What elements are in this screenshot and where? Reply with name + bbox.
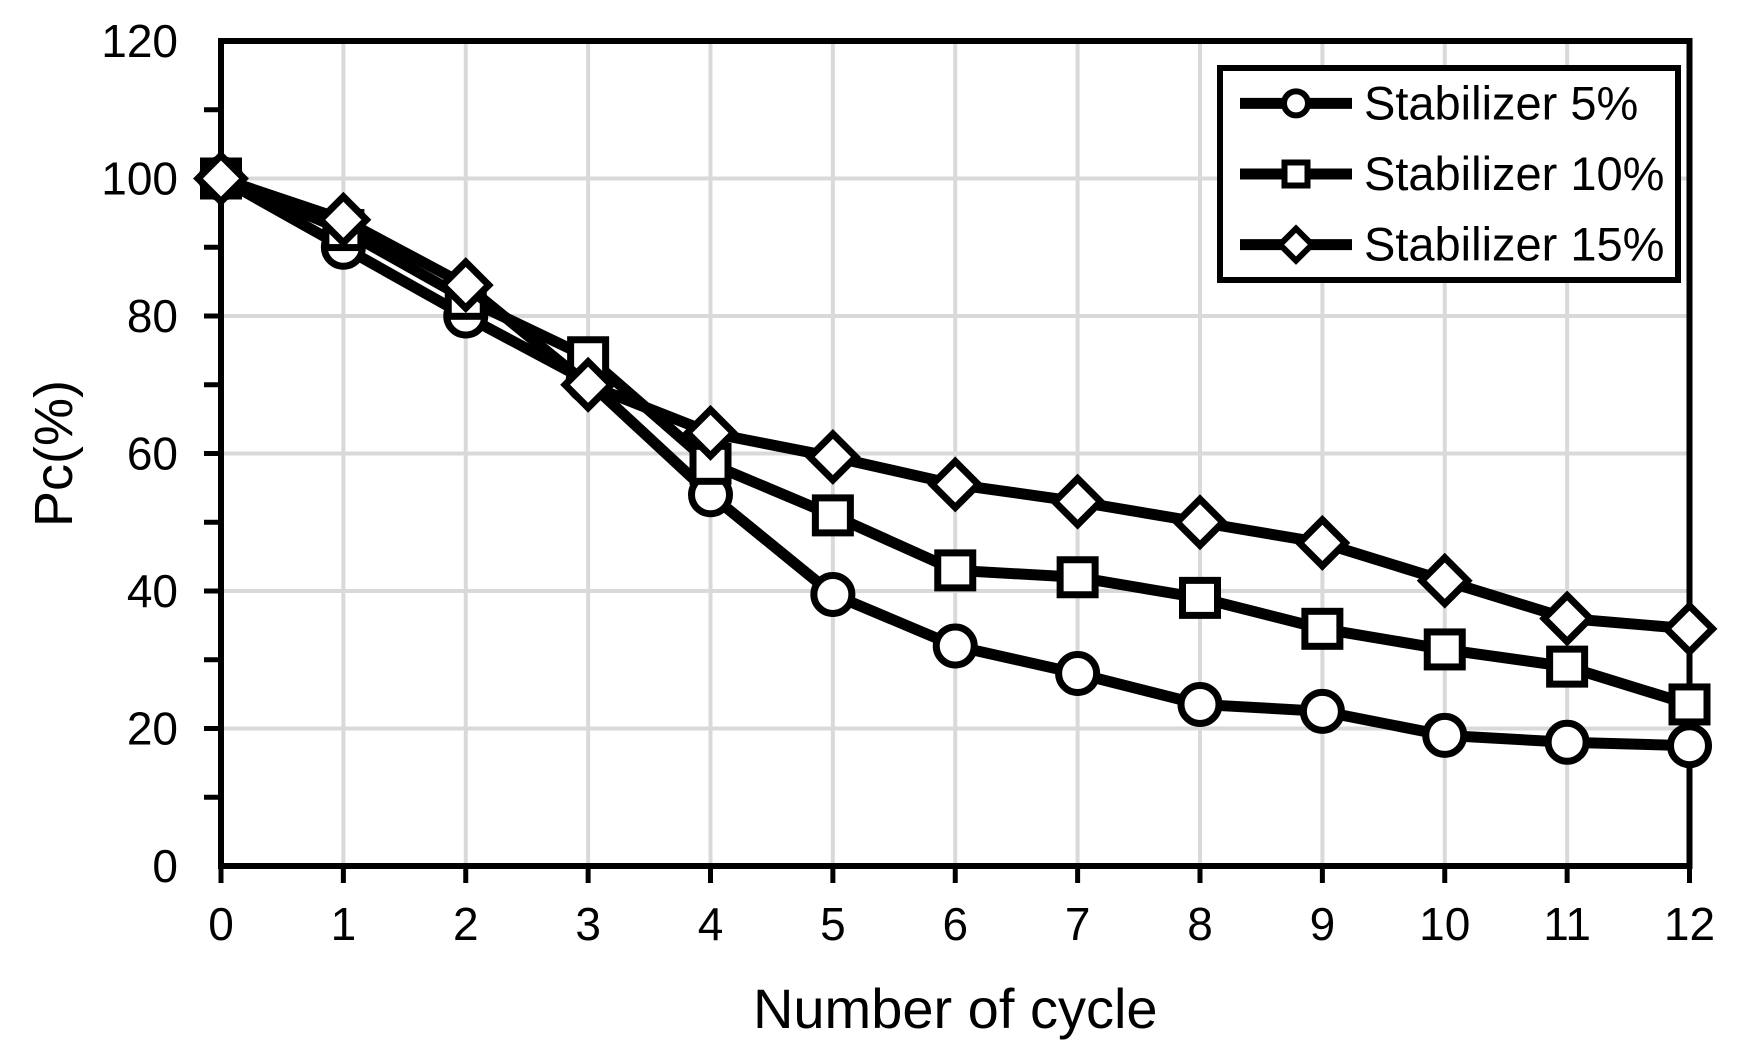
tick-marks [204,107,1692,883]
marker-diamond [927,456,984,513]
marker-circle [932,623,978,669]
marker-diamond [1539,590,1596,647]
marker-diamond [193,150,249,207]
x-axis-title: Number of cycle [753,977,1158,1040]
x-tick-labels: 0 1 2 3 4 5 6 7 8 9 10 11 12 [208,898,1715,950]
marker-square [1668,683,1711,726]
y-tick-label: 0 [152,840,178,892]
marker-diamond [1275,224,1317,265]
legend-item: Stabilizer 5% [1240,76,1638,129]
marker-circle [810,571,856,617]
y-tick-label: 60 [127,428,178,480]
x-tick-label: 11 [1543,898,1591,950]
marker-square [1301,607,1344,650]
x-tick-label: 4 [698,898,724,950]
legend-label: Stabilizer 5% [1364,76,1638,129]
x-tick-label: 9 [1310,898,1336,950]
x-tick-label: 7 [1065,898,1091,950]
marker-diamond [315,191,372,248]
series-stabilizer-15- [193,150,1718,657]
marker-diamond [1294,514,1351,571]
marker-circle [1281,88,1311,119]
y-tick-label: 120 [101,15,178,67]
y-tick-label: 80 [127,290,178,342]
marker-square [1546,645,1589,688]
x-tick-label: 0 [208,898,234,950]
marker-diamond [1049,473,1106,530]
marker-circle [1299,688,1345,734]
x-tick-label: 6 [942,898,968,950]
marker-circle [1422,712,1468,758]
y-tick-labels: 0 20 40 60 80 100 120 [101,15,178,892]
x-tick-label: 3 [575,898,601,950]
marker-square [1056,556,1099,599]
y-tick-label: 20 [127,703,178,755]
marker-diamond [1661,600,1718,657]
x-tick-label: 8 [1187,898,1213,950]
legend-label: Stabilizer 15% [1364,218,1664,271]
marker-diamond [1416,552,1473,609]
x-tick-label: 5 [820,898,846,950]
x-tick-label: 2 [453,898,479,950]
marker-diamond [804,428,861,485]
x-tick-label: 12 [1664,898,1715,950]
x-tick-label: 10 [1419,898,1470,950]
marker-square [811,494,854,537]
plot-border [218,38,1693,869]
y-axis-title: Pc(%) [24,380,84,527]
marker-diamond [437,257,494,314]
legend-item: Stabilizer 10% [1240,147,1664,200]
x-tick-label: 1 [331,898,357,950]
marker-diamond [1172,494,1228,551]
legend-item: Stabilizer 15% [1240,218,1664,271]
legend-label: Stabilizer 10% [1364,147,1664,200]
marker-circle [1667,723,1712,769]
y-tick-label: 40 [127,565,178,617]
marker-square [1423,628,1466,671]
marker-square [1281,159,1311,189]
marker-circle [1177,681,1223,727]
marker-circle [1544,719,1590,765]
marker-square [1179,576,1221,619]
y-tick-label: 100 [101,153,178,205]
marker-circle [1055,651,1101,696]
legend: Stabilizer 5% Stabilizer 10% Stabilizer 15… [1217,65,1681,283]
marker-diamond [682,404,739,461]
marker-diamond [560,356,617,413]
marker-square [934,549,977,592]
